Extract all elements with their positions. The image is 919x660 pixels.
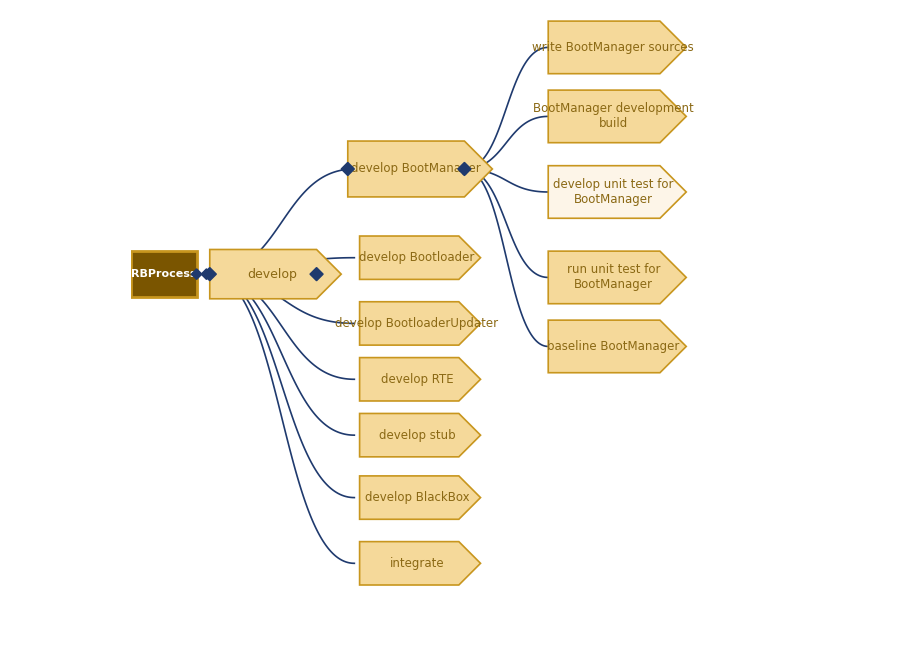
Text: BootManager development
build: BootManager development build [533, 102, 694, 131]
Polygon shape [549, 21, 686, 74]
Polygon shape [549, 320, 686, 373]
Polygon shape [210, 249, 341, 299]
Polygon shape [191, 269, 202, 279]
Polygon shape [549, 166, 686, 218]
Text: integrate: integrate [390, 557, 444, 570]
Polygon shape [359, 476, 481, 519]
Text: develop unit test for
BootManager: develop unit test for BootManager [553, 178, 674, 206]
FancyBboxPatch shape [130, 251, 197, 297]
Text: develop BootManager: develop BootManager [351, 162, 481, 176]
Text: develop stub: develop stub [379, 428, 455, 442]
Polygon shape [310, 267, 323, 280]
Text: develop RTE: develop RTE [380, 373, 453, 386]
Text: develop Bootloader: develop Bootloader [359, 251, 474, 264]
Polygon shape [549, 90, 686, 143]
Polygon shape [359, 542, 481, 585]
Polygon shape [359, 236, 481, 279]
Text: baseline BootManager: baseline BootManager [547, 340, 679, 353]
Polygon shape [201, 269, 211, 279]
Polygon shape [347, 141, 493, 197]
Polygon shape [458, 162, 471, 176]
Text: develop: develop [247, 268, 297, 280]
Text: RBProcess: RBProcess [131, 269, 197, 279]
Polygon shape [359, 302, 481, 345]
Text: develop BlackBox: develop BlackBox [365, 491, 469, 504]
Polygon shape [549, 251, 686, 304]
Polygon shape [341, 162, 355, 176]
Polygon shape [203, 267, 216, 280]
Text: write BootManager sources: write BootManager sources [532, 41, 694, 54]
Polygon shape [359, 358, 481, 401]
Text: run unit test for
BootManager: run unit test for BootManager [566, 263, 660, 292]
Text: develop BootloaderUpdater: develop BootloaderUpdater [335, 317, 498, 330]
Polygon shape [359, 413, 481, 457]
